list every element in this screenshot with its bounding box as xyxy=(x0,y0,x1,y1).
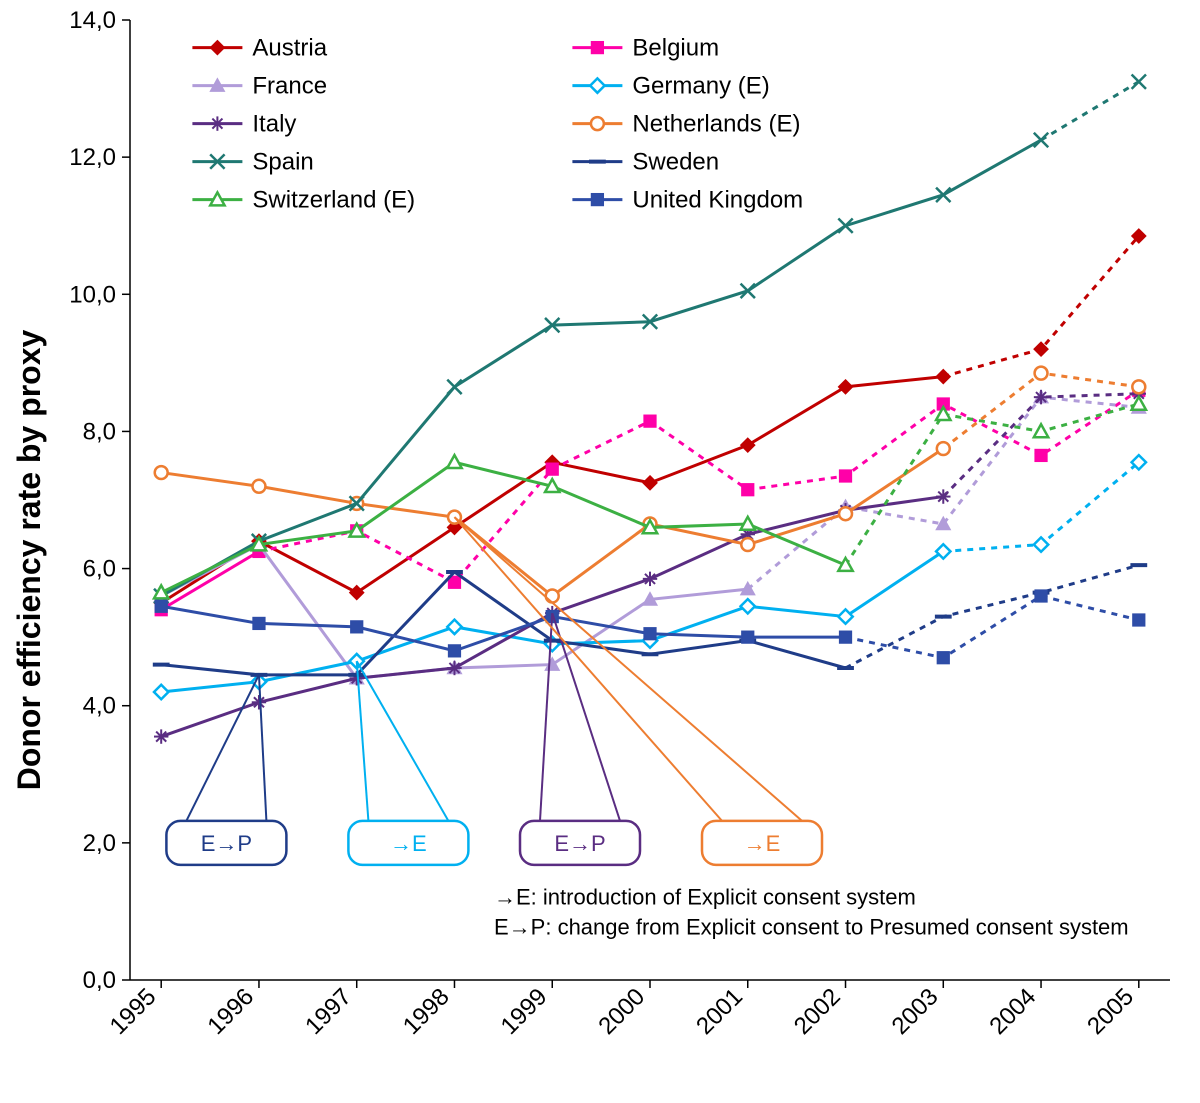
y-tick-label: 2,0 xyxy=(83,830,116,857)
legend-label: Switzerland (E) xyxy=(252,187,415,214)
x-tick-label: 1997 xyxy=(300,983,357,1040)
legend-label: United Kingdom xyxy=(632,187,803,214)
callout-label: E→P xyxy=(554,831,605,856)
x-tick-label: 2003 xyxy=(887,983,944,1040)
y-tick-label: 12,0 xyxy=(69,144,116,171)
x-tick-label: 1996 xyxy=(202,983,259,1040)
donor-efficiency-chart: 0,02,04,06,08,010,012,014,01995199619971… xyxy=(0,0,1200,1103)
y-tick-label: 0,0 xyxy=(83,967,116,994)
y-tick-label: 4,0 xyxy=(83,693,116,720)
legend-label: Spain xyxy=(252,149,313,176)
legend-label: Italy xyxy=(252,111,296,138)
footnote-line: →E: introduction of Explicit consent sys… xyxy=(494,885,916,910)
legend: Austria Belgium France Germany (E) Italy Neth… xyxy=(192,35,803,214)
legend-label: Austria xyxy=(252,35,327,62)
callout-label: →E xyxy=(744,831,781,856)
x-tick-label: 2001 xyxy=(691,983,748,1040)
y-tick-label: 14,0 xyxy=(69,7,116,34)
footnote-line: E→P: change from Explicit consent to Pre… xyxy=(494,915,1129,940)
y-tick-label: 8,0 xyxy=(83,418,116,445)
y-tick-label: 10,0 xyxy=(69,281,116,308)
legend-label: France xyxy=(252,73,327,100)
y-tick-label: 6,0 xyxy=(83,556,116,583)
x-tick-label: 2005 xyxy=(1082,983,1139,1040)
legend-label: Sweden xyxy=(632,149,719,176)
y-axis-title: Donor efficiency rate by proxy xyxy=(11,330,47,791)
x-tick-label: 1999 xyxy=(496,983,553,1040)
callout-label: →E xyxy=(390,831,427,856)
x-tick-label: 1998 xyxy=(398,983,455,1040)
x-tick-label: 2000 xyxy=(593,983,650,1040)
legend-label: Netherlands (E) xyxy=(632,111,800,138)
legend-label: Germany (E) xyxy=(632,73,769,100)
callout-label: E→P xyxy=(201,831,252,856)
legend-label: Belgium xyxy=(632,35,719,62)
x-tick-label: 2002 xyxy=(789,983,846,1040)
x-tick-label: 2004 xyxy=(984,983,1041,1040)
